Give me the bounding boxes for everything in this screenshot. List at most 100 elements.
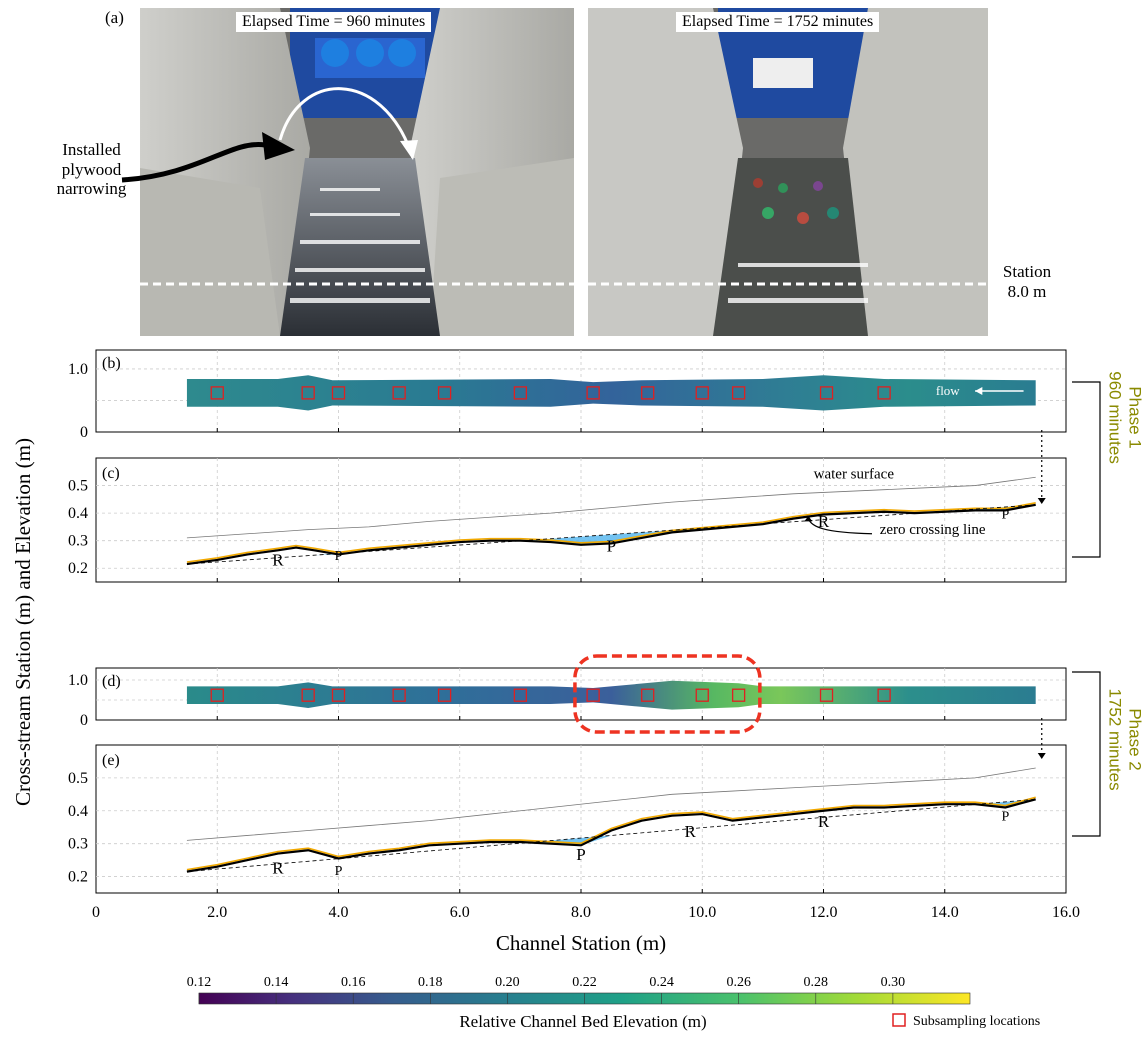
subsample-box	[513, 386, 528, 400]
y-tick-e-3: 0.5	[68, 770, 88, 787]
rp-label-e-5: P	[1001, 810, 1009, 825]
x-axis-label: Channel Station (m)	[496, 931, 666, 955]
rp-label-c-2: P	[607, 537, 616, 556]
bed-profile-c	[186, 503, 1036, 566]
x-tick-label-0: 0	[92, 904, 100, 921]
photo-right: Elapsed Time = 1752 minutes	[588, 8, 988, 336]
bed-profile-orange-c	[186, 502, 1036, 563]
zero-crossing-arrow-head	[804, 515, 813, 522]
subsample-box	[301, 688, 315, 702]
colorbar-tick-label-0: 0.12	[187, 975, 212, 990]
colorbar-tick-label-5: 0.22	[572, 975, 597, 990]
subsample-box	[392, 386, 406, 400]
subsample-box	[210, 386, 224, 400]
rp-label-e-0: R	[272, 858, 284, 877]
y-tick-c-2: 0.4	[68, 505, 88, 522]
bed-profile-orange-e	[186, 796, 1036, 871]
subsample-box	[641, 386, 655, 400]
y-tick-c-1: 0.3	[68, 533, 88, 550]
subsample-box	[513, 688, 528, 702]
subsample-box	[301, 386, 315, 400]
subsample-box	[695, 386, 709, 400]
link-arrow-head	[1037, 753, 1046, 759]
y-tick-e-0: 0.2	[68, 869, 88, 886]
channel-bed-d	[186, 680, 1036, 710]
plywood-narrowing-annotation: Installed plywood narrowing	[56, 140, 127, 199]
subsample-box	[819, 688, 834, 702]
plywood-arrow-head	[262, 132, 295, 160]
phase-bracket-2	[1072, 671, 1101, 837]
y-tick-e-1: 0.3	[68, 836, 88, 853]
rp-label-c-4: P	[1001, 508, 1009, 523]
colorbar-tick-label-1: 0.14	[264, 975, 289, 990]
x-tick-label-6: 12.0	[810, 904, 838, 921]
y-axis-label: Cross-stream Station (m) and Elevation (…	[11, 438, 35, 806]
x-tick-label-1: 2.0	[207, 904, 227, 921]
colorbar-tick-label-6: 0.24	[649, 975, 674, 990]
y-tick-c-3: 0.5	[68, 478, 88, 495]
subsample-box	[392, 688, 406, 702]
subsample-box	[731, 386, 746, 400]
y-tick-d-1: 1.0	[68, 672, 88, 689]
subsample-box	[877, 688, 891, 702]
rp-label-c-1: P	[335, 549, 343, 564]
panel-letter-e: (e)	[102, 752, 120, 769]
y-tick-e-2: 0.4	[68, 803, 88, 820]
subsample-box	[437, 688, 452, 702]
bed-profile-e	[186, 798, 1036, 873]
flow-label: flow	[936, 383, 960, 398]
zero-crossing-line-c	[186, 504, 1036, 565]
colorbar-tick-label-8: 0.28	[804, 975, 829, 990]
zero-crossing-label: zero crossing line	[880, 522, 986, 538]
subsample-box	[877, 386, 891, 400]
x-tick-label-2: 4.0	[329, 904, 349, 921]
water-surface-line-e	[186, 767, 1036, 841]
rp-label-c-0: R	[272, 550, 284, 569]
pool-fill-e	[186, 799, 1036, 872]
subsample-box	[437, 386, 452, 400]
colorbar-tick-label-3: 0.18	[418, 975, 443, 990]
water-surface-line-c	[186, 476, 1036, 539]
zero-crossing-line-e	[186, 798, 1036, 873]
colorbar-tick-label-4: 0.20	[495, 975, 520, 990]
colorbar-tick-label-7: 0.26	[726, 975, 751, 990]
rp-label-e-3: R	[684, 822, 696, 841]
x-tick-label-5: 10.0	[688, 904, 716, 921]
y-tick-c-0: 0.2	[68, 560, 88, 577]
plywood-arrow	[121, 142, 266, 183]
legend-subsample-label: Subsampling locations	[913, 1014, 1040, 1029]
x-tick-label-3: 6.0	[450, 904, 470, 921]
subsample-box	[819, 386, 834, 400]
rp-label-e-2: P	[576, 845, 585, 864]
subsample-box	[210, 688, 224, 702]
flow-arrow-head	[975, 387, 983, 395]
water-surface-label: water surface	[814, 467, 895, 483]
legend-subsample-box	[892, 1013, 906, 1027]
elapsed-time-1752: Elapsed Time = 1752 minutes	[676, 12, 880, 32]
x-tick-label-8: 16.0	[1052, 904, 1080, 921]
panel-letter-b: (b)	[102, 355, 121, 372]
photo-left: Elapsed Time = 960 minutes	[140, 8, 574, 336]
channel-bed-b	[186, 375, 1036, 411]
subsample-box	[331, 688, 346, 702]
rp-label-e-1: P	[335, 864, 343, 879]
elapsed-time-960: Elapsed Time = 960 minutes	[236, 12, 432, 32]
x-tick-label-7: 14.0	[931, 904, 959, 921]
colorbar-tick-label-9: 0.30	[881, 975, 906, 990]
y-tick-b-0: 0	[80, 424, 88, 441]
colorbar-label: Relative Channel Bed Elevation (m)	[459, 1012, 706, 1031]
y-tick-b-1: 1.0	[68, 361, 88, 378]
panel-letter-c: (c)	[102, 465, 120, 482]
subsample-box	[586, 386, 600, 400]
narrowing-arc-head	[400, 140, 418, 160]
y-tick-d-0: 0	[80, 712, 88, 729]
link-arrow-head	[1037, 498, 1046, 504]
narrowing-arc	[278, 87, 412, 151]
subsample-box	[641, 688, 655, 702]
subsample-box	[331, 386, 346, 400]
subsample-box	[731, 688, 746, 702]
subsample-box	[586, 688, 600, 702]
colorbar-tick-label-2: 0.16	[341, 975, 366, 990]
subsample-box	[695, 688, 709, 702]
